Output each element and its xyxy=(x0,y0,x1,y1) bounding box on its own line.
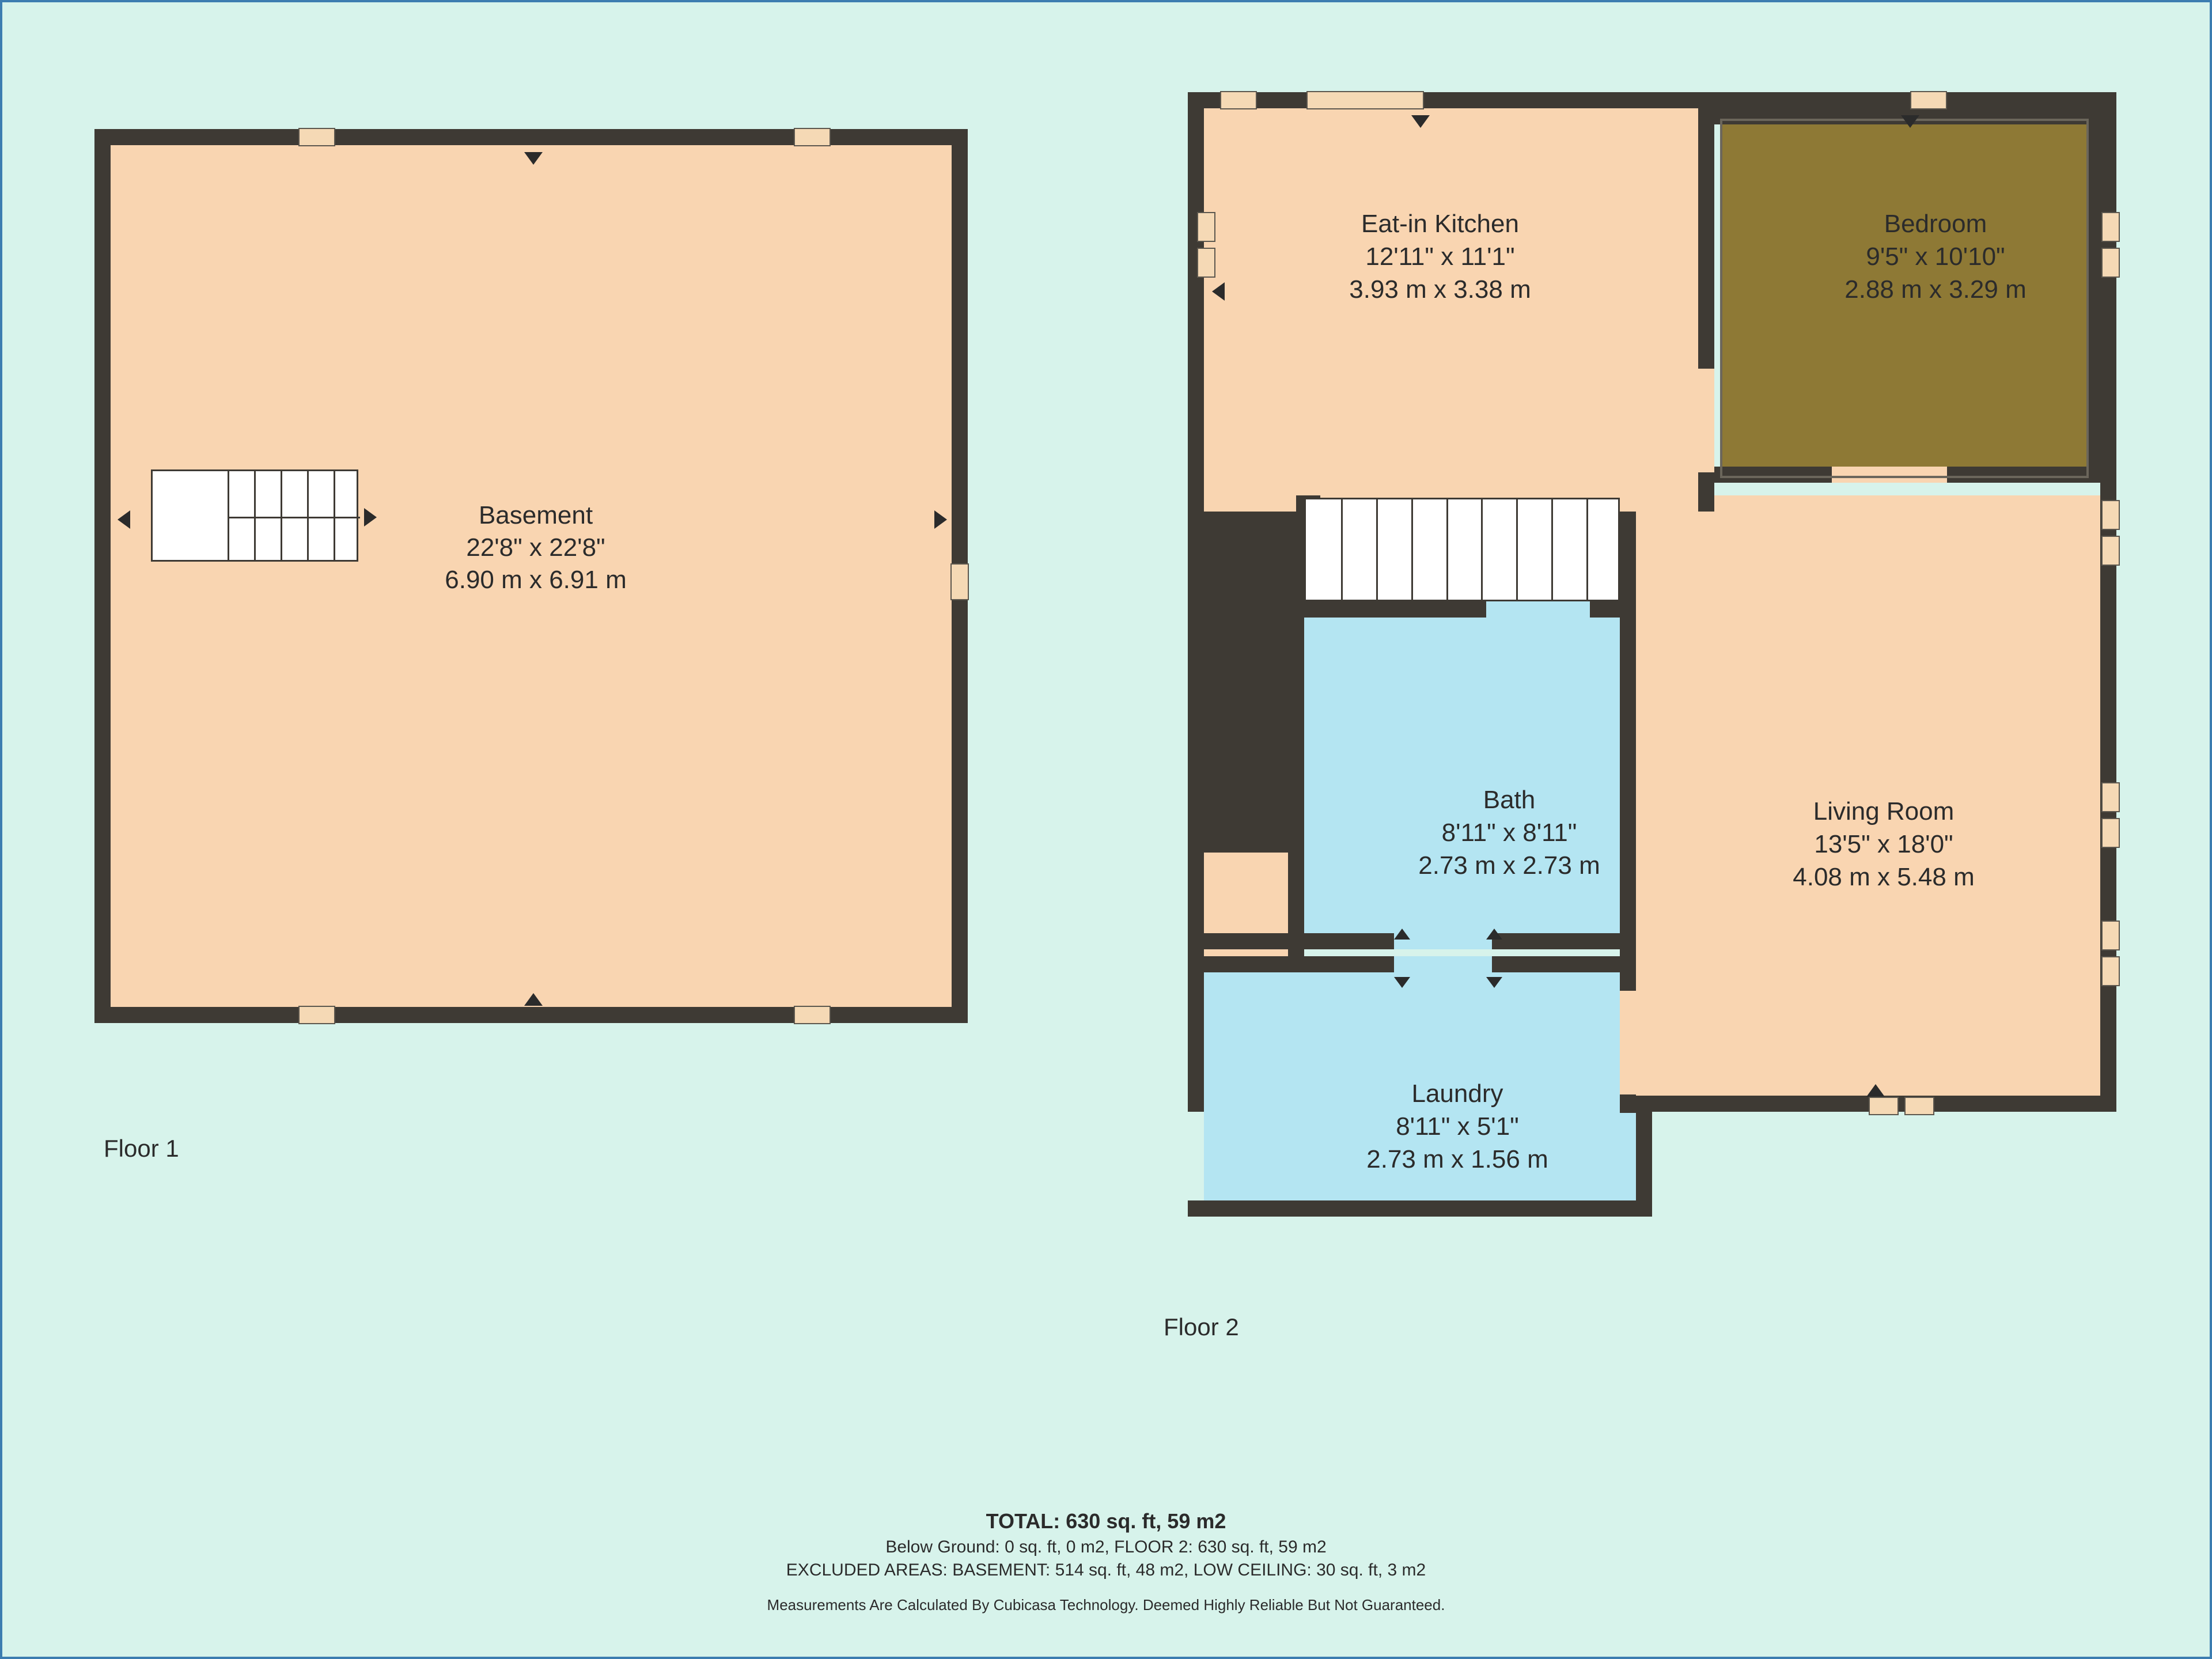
door-arrow xyxy=(1212,282,1225,301)
door-arrow xyxy=(1486,929,1502,940)
label-laundry: Laundry 8'11" x 5'1" 2.73 m x 1.56 m xyxy=(1308,1077,1607,1176)
door-arrow xyxy=(118,510,130,529)
footer-line: Measurements Are Calculated By Cubicasa … xyxy=(0,1596,2212,1614)
label-bedroom: Bedroom 9'5" x 10'10" 2.88 m x 3.29 m xyxy=(1786,207,2085,306)
door-arrow xyxy=(1486,977,1502,988)
floor1-label: Floor 1 xyxy=(104,1135,179,1162)
footer-line: TOTAL: 630 sq. ft, 59 m2 xyxy=(0,1509,2212,1533)
label-bath: Bath 8'11" x 8'11" 2.73 m x 2.73 m xyxy=(1359,783,1659,882)
footer-line: EXCLUDED AREAS: BASEMENT: 514 sq. ft, 48… xyxy=(0,1560,2212,1580)
label-living: Living Room 13'5" x 18'0" 4.08 m x 5.48 … xyxy=(1734,795,2033,894)
door-arrow xyxy=(524,152,543,165)
door-arrow xyxy=(934,510,947,529)
label-kitchen: Eat-in Kitchen 12'11" x 11'1" 3.93 m x 3… xyxy=(1290,207,1590,306)
footer-line: Below Ground: 0 sq. ft, 0 m2, FLOOR 2: 6… xyxy=(0,1537,2212,1557)
room-bath xyxy=(1304,618,1636,933)
door-arrow xyxy=(524,993,543,1006)
stairs-floor1 xyxy=(151,469,358,562)
door-arrow xyxy=(1901,115,1919,128)
stairs-floor2 xyxy=(1304,498,1620,601)
door-arrow xyxy=(1866,1084,1885,1097)
door-arrow xyxy=(1394,929,1410,940)
door-arrow xyxy=(1394,977,1410,988)
basement-name: Basement xyxy=(351,501,720,530)
basement-m: 6.90 m x 6.91 m xyxy=(351,566,720,594)
floor2-label: Floor 2 xyxy=(1164,1313,1239,1341)
door-arrow xyxy=(1411,115,1430,128)
floor-plan-canvas: Basement 22'8" x 22'8" 6.90 m x 6.91 m Floo… xyxy=(0,0,2212,1659)
basement-ft: 22'8" x 22'8" xyxy=(351,533,720,562)
door-arrow xyxy=(364,508,377,527)
